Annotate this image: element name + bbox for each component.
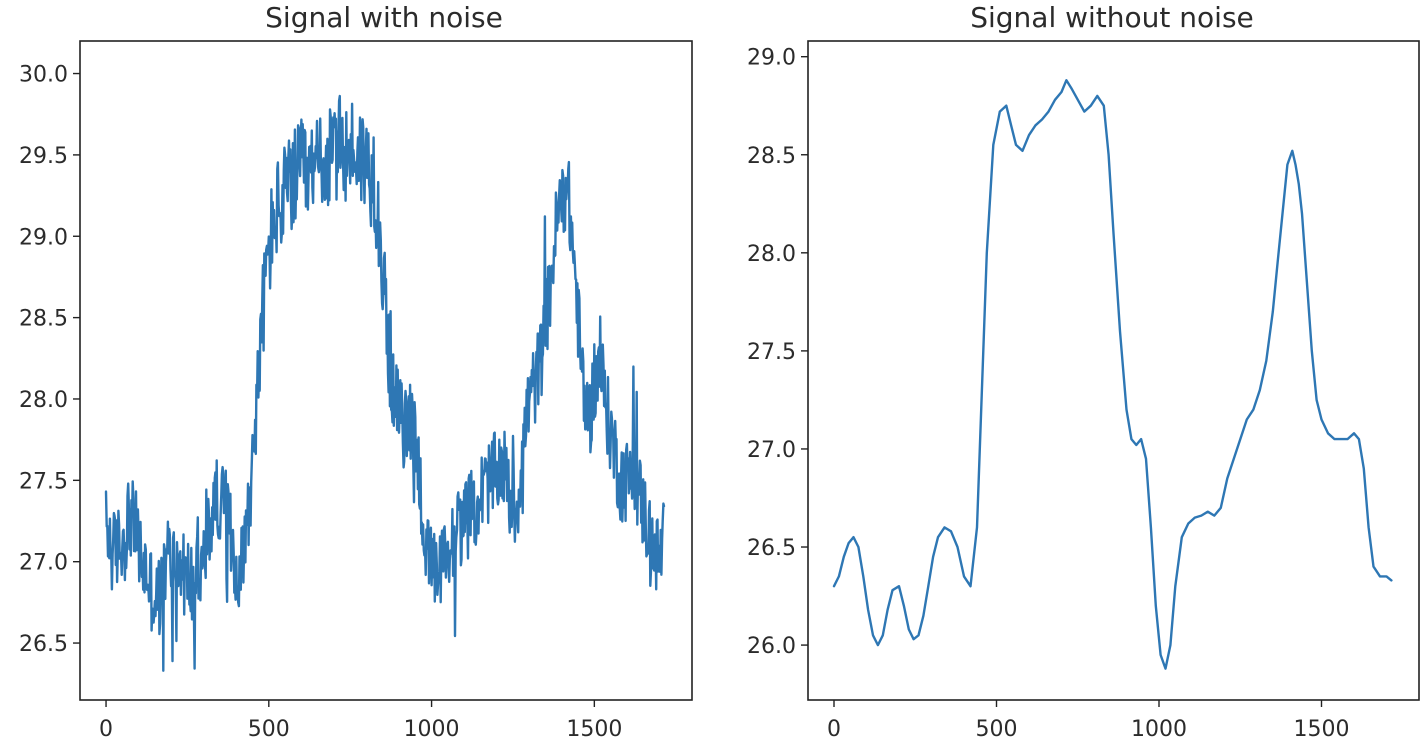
chart-title: Signal without noise [970,1,1254,34]
y-tick-label: 27.0 [747,438,796,463]
axis-layer: 0 500 1000 1500 26.5 27.0 27.5 28.0 28.5 29.0 29.5… [19,63,622,742]
plot-frame [79,40,693,701]
y-tick-label: 28.0 [19,388,68,413]
y-tick-label: 26.0 [747,634,796,659]
series-line [104,94,666,672]
plot-frame [807,40,1420,701]
series-layer [104,94,666,672]
chart-signal-without-noise: Signal without noise 0 500 1000 1500 26.0 26.… [747,1,1420,742]
x-tick-label: 0 [99,717,113,742]
y-tick-label: 29.0 [19,225,68,250]
x-tick-label: 500 [248,717,290,742]
y-tick-label: 27.5 [747,340,796,365]
x-tick-label: 1500 [566,717,622,742]
chart-signal-with-noise: Signal with noise 0 500 1000 1500 26.5 27.0 27… [19,1,693,742]
y-tick-label: 27.0 [19,551,68,576]
y-tick-label: 27.5 [19,469,68,494]
x-tick-label: 0 [827,717,841,742]
y-tick-label: 29.0 [747,46,796,71]
x-tick-label: 1000 [1131,717,1187,742]
axis-layer: 0 500 1000 1500 26.0 26.5 27.0 27.5 28.0 28.5 29.0 [747,46,1349,742]
x-tick-label: 1000 [404,717,460,742]
y-tick-label: 28.5 [747,144,796,169]
y-tick-label: 28.5 [19,307,68,332]
series-line [832,79,1393,670]
x-tick-label: 1500 [1294,717,1350,742]
y-tick-label: 29.5 [19,144,68,169]
y-tick-label: 28.0 [747,242,796,267]
y-tick-label: 26.5 [19,632,68,657]
x-tick-label: 500 [976,717,1018,742]
y-tick-label: 26.5 [747,536,796,561]
y-tick-label: 30.0 [19,63,68,88]
series-layer [832,79,1393,670]
chart-title: Signal with noise [265,1,503,34]
